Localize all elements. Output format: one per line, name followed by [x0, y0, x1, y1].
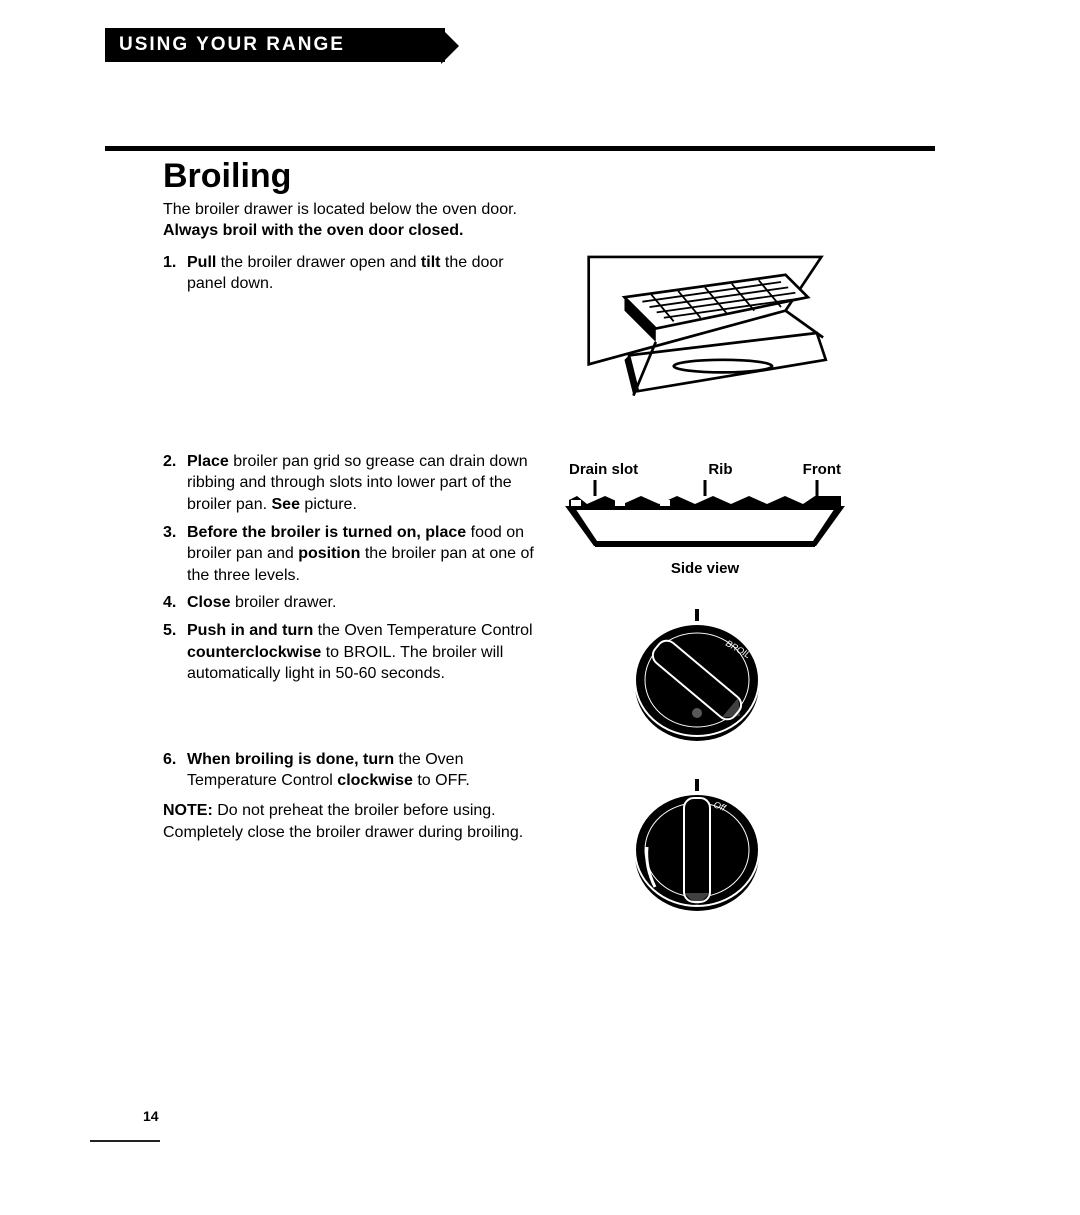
step-body: Close broiler drawer.: [187, 592, 543, 614]
step-text: to OFF.: [413, 772, 470, 789]
step-6: 6. When broiling is done, turn the Oven …: [163, 749, 543, 792]
note-label: NOTE:: [163, 802, 213, 819]
side-view-labels: Drain slot Rib Front: [565, 461, 845, 478]
step-body: Push in and turn the Oven Temperature Co…: [187, 620, 543, 685]
step-body: Place broiler pan grid so grease can dra…: [187, 451, 543, 516]
note-text: Do not preheat the broiler before using.…: [163, 802, 523, 841]
rib-label: Rib: [708, 461, 732, 478]
broiler-drawer-icon: [565, 248, 845, 418]
knob-off-figure: Off: [625, 777, 865, 922]
figure-column: Drain slot Rib Front Side view: [565, 248, 865, 922]
side-view-figure: Drain slot Rib Front Side view: [565, 461, 865, 577]
step-body: When broiling is done, turn the Oven Tem…: [187, 749, 543, 792]
steps-list: 1. Pull the broiler drawer open and tilt…: [163, 252, 543, 792]
footer-rule: [90, 1140, 160, 1142]
step-text: broiler pan grid so grease can drain dow…: [187, 453, 528, 513]
step-2: 2. Place broiler pan grid so grease can …: [163, 451, 543, 516]
intro-paragraph: The broiler drawer is located below the …: [163, 200, 543, 242]
note-paragraph: NOTE: Do not preheat the broiler before …: [163, 800, 543, 843]
step-number: 5.: [163, 620, 187, 685]
step-4: 4. Close broiler drawer.: [163, 592, 543, 614]
step-bold: position: [298, 545, 360, 562]
rule-divider: [105, 146, 935, 151]
front-label: Front: [803, 461, 841, 478]
step-bold: See: [272, 496, 300, 513]
step-bold: Before the broiler is turned on, place: [187, 524, 466, 541]
step-bold: Close: [187, 594, 231, 611]
knob-broil-figure: BROIL: [625, 607, 865, 752]
broiler-pan-side-icon: [565, 478, 845, 556]
step-bold: counterclockwise: [187, 644, 321, 661]
step-bold: Pull: [187, 254, 216, 271]
step-bold: clockwise: [337, 772, 413, 789]
step-body: Pull the broiler drawer open and tilt th…: [187, 252, 543, 295]
step-text: broiler drawer.: [231, 594, 337, 611]
step-5: 5. Push in and turn the Oven Temperature…: [163, 620, 543, 685]
step-number: 3.: [163, 522, 187, 587]
step-number: 1.: [163, 252, 187, 295]
step-1: 1. Pull the broiler drawer open and tilt…: [163, 252, 543, 295]
step-number: 6.: [163, 749, 187, 792]
tab-arrow-icon: [441, 28, 459, 64]
step-text: the Oven Temperature Control: [313, 622, 532, 639]
side-view-caption: Side view: [565, 560, 845, 577]
temperature-knob-off-icon: Off: [625, 777, 770, 922]
section-title: Broiling: [163, 157, 935, 196]
section-tab: USING YOUR RANGE: [105, 28, 935, 64]
step-text: the broiler drawer open and: [216, 254, 421, 271]
page-number: 14: [143, 1108, 159, 1124]
drain-slot-label: Drain slot: [569, 461, 638, 478]
step-3: 3. Before the broiler is turned on, plac…: [163, 522, 543, 587]
step-bold: tilt: [421, 254, 441, 271]
step-bold: Push in and turn: [187, 622, 313, 639]
step-bold: When broiling is done, turn: [187, 751, 394, 768]
step-bold: Place: [187, 453, 229, 470]
step-body: Before the broiler is turned on, place f…: [187, 522, 543, 587]
section-tab-label: USING YOUR RANGE: [105, 28, 445, 62]
intro-text: The broiler drawer is located below the …: [163, 201, 517, 218]
step-number: 4.: [163, 592, 187, 614]
intro-bold: Always broil with the oven door closed.: [163, 222, 464, 239]
step-number: 2.: [163, 451, 187, 516]
manual-page: USING YOUR RANGE Broiling The broiler dr…: [105, 28, 935, 843]
temperature-knob-broil-icon: BROIL: [625, 607, 770, 752]
step-text: picture.: [300, 496, 357, 513]
